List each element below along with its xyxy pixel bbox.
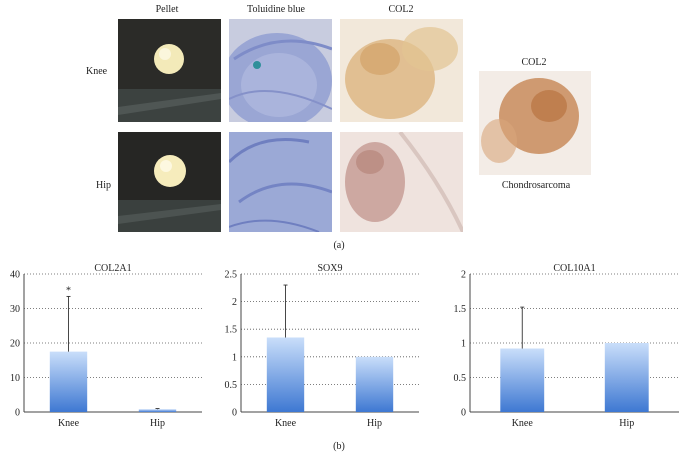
y-tick-label: 40 xyxy=(10,270,20,281)
y-tick-label: 1 xyxy=(461,339,466,350)
bar-knee xyxy=(266,337,305,412)
bar-knee xyxy=(49,351,88,412)
panel-b-charts: COL2A1 0 10 20 30 40 Knee Hip * SOX9 0 0.5 1 1.5 2 2.5 K… xyxy=(0,262,681,438)
bar-hip xyxy=(355,356,394,412)
x-tick-label: Knee xyxy=(512,418,534,429)
chart-title: COL2A1 xyxy=(94,263,131,274)
chondrosarcoma-caption: Chondrosarcoma xyxy=(501,180,571,191)
pellet-knee-image xyxy=(118,19,221,122)
bar-knee xyxy=(500,348,545,412)
x-tick-label: Hip xyxy=(367,418,382,429)
chart-title: SOX9 xyxy=(317,263,342,274)
y-tick-label: 0 xyxy=(232,408,237,419)
header-toluidine-blue: Toluidine blue xyxy=(247,4,305,15)
bar-hip xyxy=(138,409,177,412)
y-tick-label: 0 xyxy=(461,408,466,419)
y-tick-label: 0.5 xyxy=(454,373,467,384)
x-tick-label: Knee xyxy=(275,418,297,429)
header-pellet: Pellet xyxy=(155,4,179,15)
toluidine-hip-image xyxy=(229,132,332,232)
row-label-knee: Knee xyxy=(86,66,108,77)
toluidine-knee-image xyxy=(229,19,332,122)
col2-knee-image xyxy=(340,19,463,122)
y-tick-label: 0.5 xyxy=(225,380,238,391)
y-tick-label: 20 xyxy=(10,339,20,350)
bar-hip xyxy=(604,343,649,412)
row-label-hip: Hip xyxy=(96,180,111,191)
chart-col10a1: COL10A1 0 0.5 1 1.5 2 Knee Hip xyxy=(454,263,679,429)
y-tick-label: 2.5 xyxy=(225,270,238,281)
x-tick-label: Hip xyxy=(619,418,634,429)
pellet-hip-image xyxy=(118,132,221,232)
chart-title: COL10A1 xyxy=(553,263,595,274)
header-col2-chondrosarcoma: COL2 xyxy=(521,57,547,68)
y-tick-label: 1 xyxy=(232,352,237,363)
panel-a-letter: (a) xyxy=(333,240,345,251)
significance-marker: * xyxy=(66,285,71,296)
panel-b-letter: (b) xyxy=(333,441,345,452)
chart-sox9: SOX9 0 0.5 1 1.5 2 2.5 Knee Hip xyxy=(225,263,419,429)
y-tick-label: 0 xyxy=(15,408,20,419)
header-col2: COL2 xyxy=(388,4,414,15)
y-tick-label: 1.5 xyxy=(454,304,467,315)
x-tick-label: Hip xyxy=(150,418,165,429)
chart-col2a1: COL2A1 0 10 20 30 40 Knee Hip * xyxy=(10,263,202,429)
y-tick-label: 1.5 xyxy=(225,325,238,336)
y-tick-label: 30 xyxy=(10,304,20,315)
y-tick-label: 2 xyxy=(461,270,466,281)
col2-chondrosarcoma-image xyxy=(479,71,591,175)
y-tick-label: 10 xyxy=(10,373,20,384)
col2-hip-image xyxy=(340,132,463,232)
y-tick-label: 2 xyxy=(232,297,237,308)
x-tick-label: Knee xyxy=(58,418,80,429)
